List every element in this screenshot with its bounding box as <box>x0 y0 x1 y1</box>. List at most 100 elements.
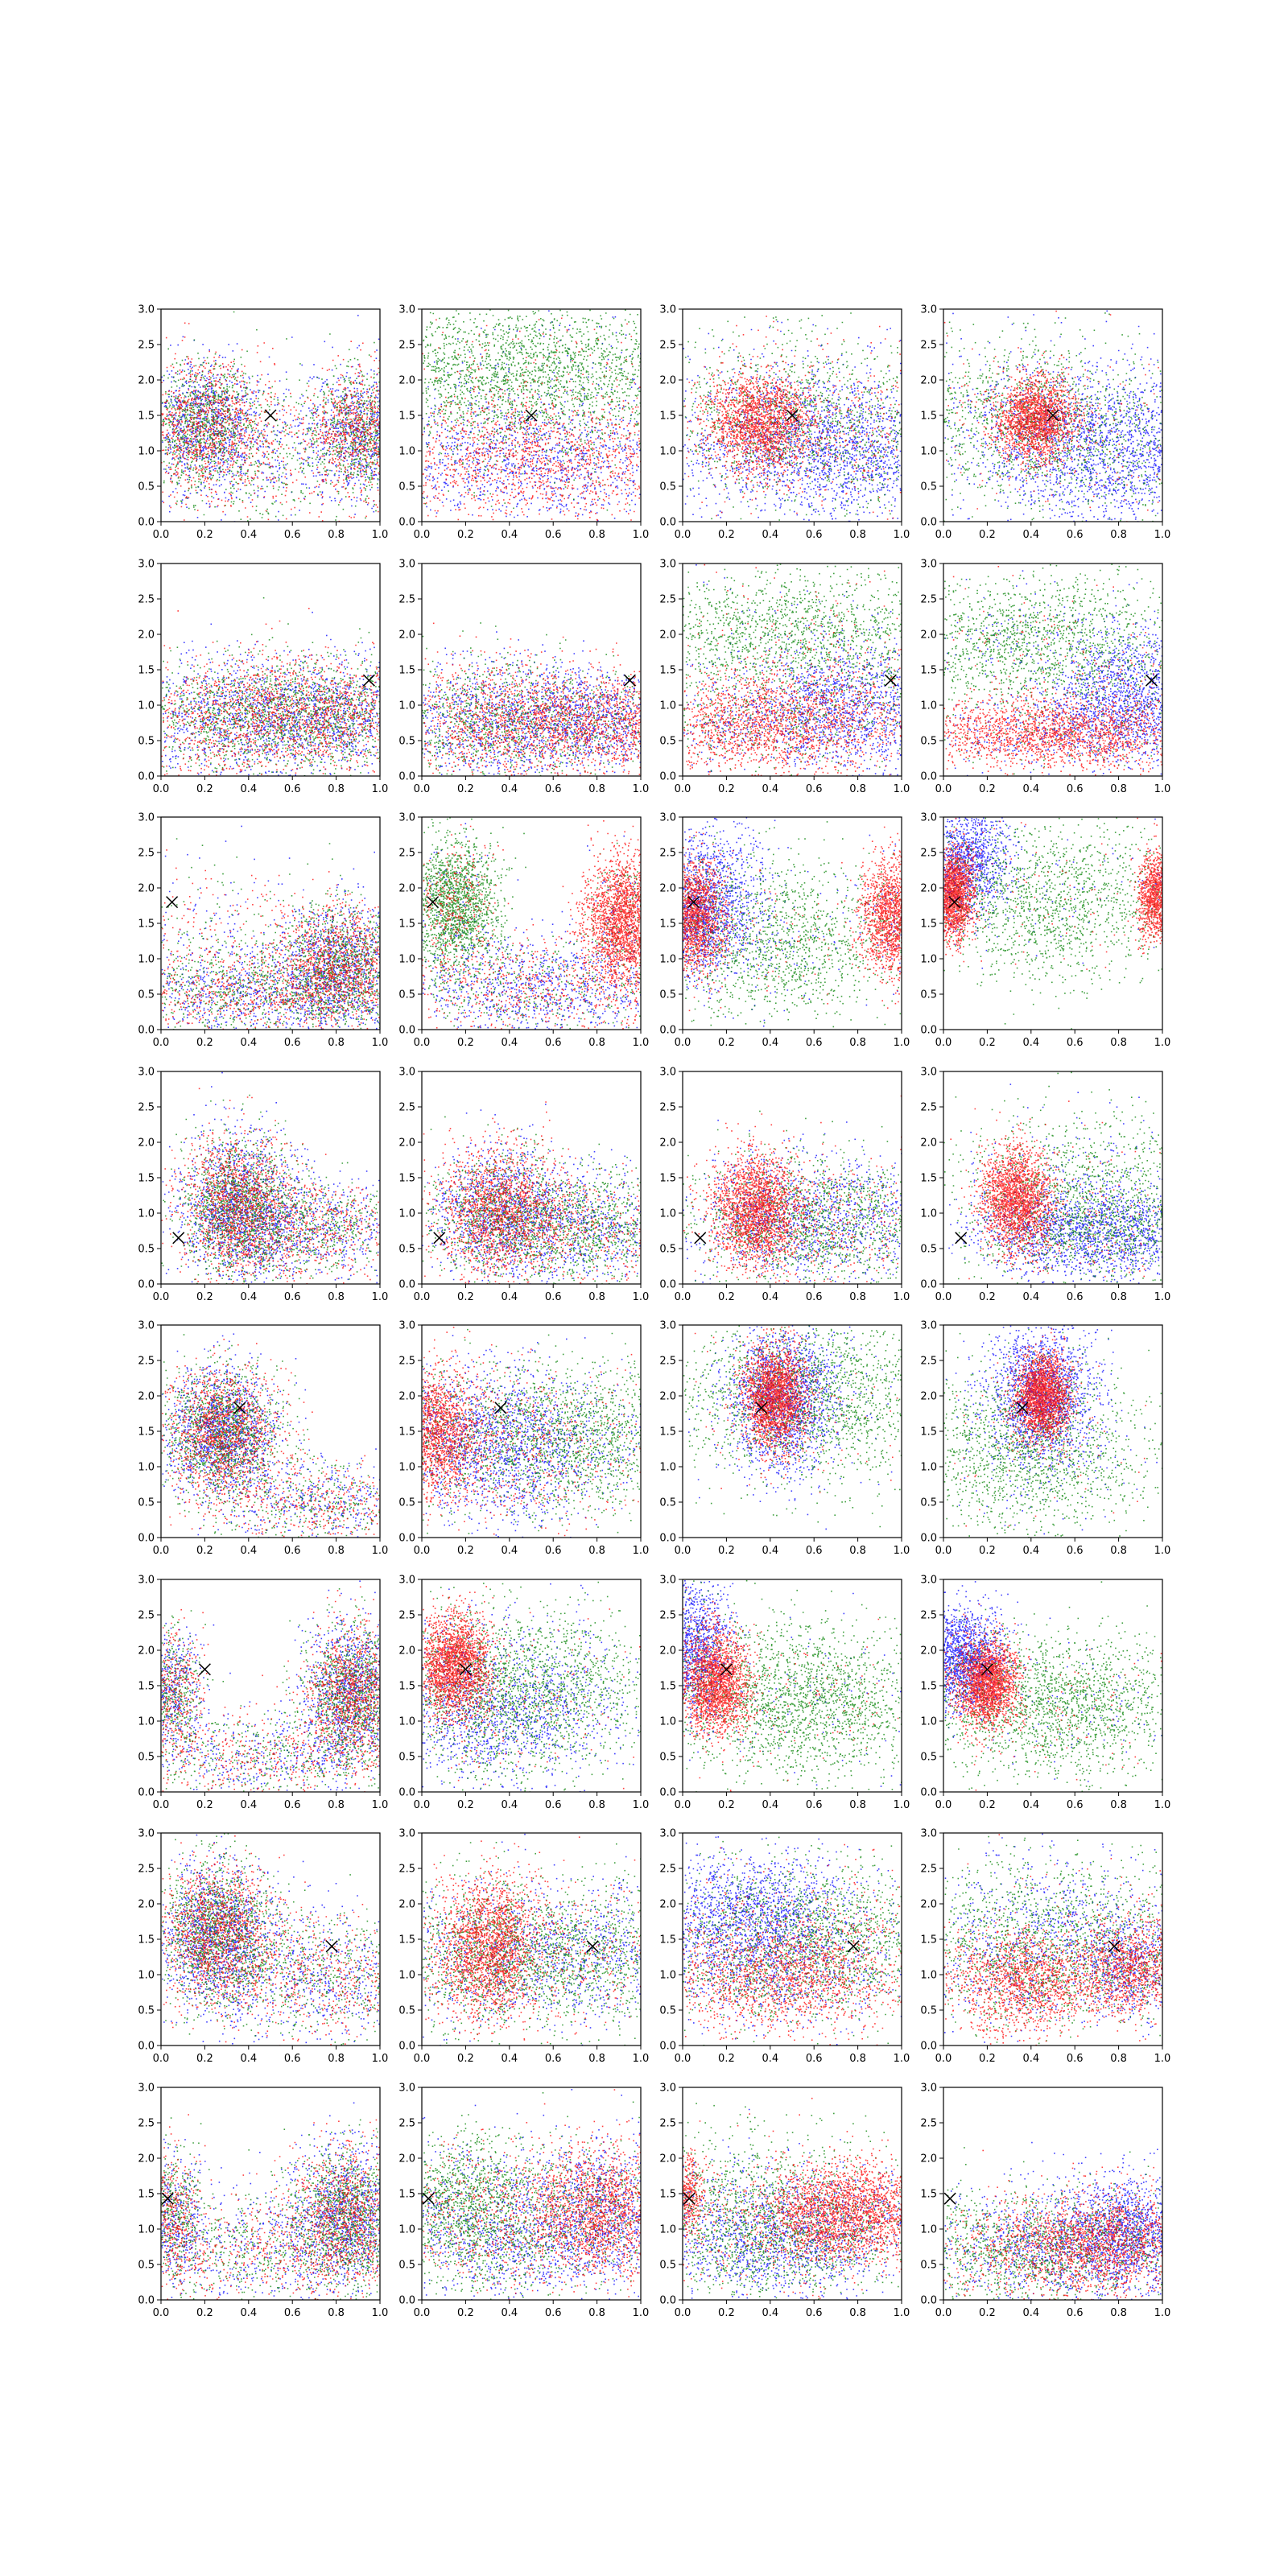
y-tick-label: 0.5 <box>659 736 676 748</box>
y-tick-label: 2.0 <box>398 1645 415 1657</box>
x-tick-label: 0.8 <box>1110 2053 1127 2065</box>
x-tick-label: 0.6 <box>284 1291 301 1303</box>
x-tick-label: 0.6 <box>806 1037 823 1049</box>
x-tick-label: 0.4 <box>1022 1037 1039 1049</box>
x-tick-label: 0.8 <box>1110 2307 1127 2319</box>
y-tick-label: 0.5 <box>920 481 937 493</box>
y-tick-label: 1.0 <box>398 1970 415 1982</box>
x-tick-label: 0.0 <box>414 2053 431 2065</box>
x-tick-label: 1.0 <box>372 529 389 541</box>
y-tick-label: 0.5 <box>398 989 415 1001</box>
y-tick-label: 1.5 <box>398 2189 415 2201</box>
x-tick-label: 0.0 <box>675 2307 691 2319</box>
x-tick-label: 1.0 <box>1154 2307 1171 2319</box>
y-tick-label: 2.0 <box>659 630 676 642</box>
y-tick-label: 2.0 <box>138 1137 155 1150</box>
x-tick-label: 1.0 <box>372 1037 389 1049</box>
x-tick-label: 0.4 <box>501 1799 518 1811</box>
y-tick-label: 0.5 <box>659 2260 676 2272</box>
y-tick-label: 0.0 <box>398 1533 415 1545</box>
y-tick-label: 2.0 <box>398 1899 415 1911</box>
x-tick-label: 0.8 <box>328 1037 345 1049</box>
y-tick-label: 3.0 <box>138 559 155 571</box>
x-tick-label: 1.0 <box>894 2053 910 2065</box>
y-tick-label: 0.0 <box>920 517 937 529</box>
y-tick-label: 1.0 <box>659 700 676 712</box>
x-tick-label: 0.6 <box>1067 1799 1084 1811</box>
x-tick-label: 0.6 <box>545 1291 562 1303</box>
y-tick-label: 3.0 <box>398 1575 415 1587</box>
y-tick-label: 0.5 <box>659 2005 676 2017</box>
x-tick-label: 0.6 <box>284 1037 301 1049</box>
y-tick-label: 0.5 <box>920 1244 937 1256</box>
y-tick-label: 2.0 <box>138 1899 155 1911</box>
y-tick-label: 0.0 <box>138 1279 155 1291</box>
y-tick-label: 2.5 <box>659 1864 676 1876</box>
y-tick-label: 0.5 <box>920 2005 937 2017</box>
y-tick-label: 0.0 <box>920 771 937 783</box>
x-tick-label: 0.0 <box>935 783 952 795</box>
y-tick-label: 3.0 <box>920 1575 937 1587</box>
x-tick-label: 1.0 <box>633 2307 650 2319</box>
y-tick-label: 0.0 <box>138 771 155 783</box>
y-tick-label: 1.0 <box>398 1208 415 1220</box>
y-tick-label: 3.0 <box>398 1320 415 1332</box>
y-tick-label: 3.0 <box>659 559 676 571</box>
y-tick-label: 2.0 <box>398 1391 415 1403</box>
y-tick-label: 2.5 <box>659 594 676 606</box>
y-tick-label: 2.0 <box>920 883 937 895</box>
y-tick-label: 0.5 <box>138 2005 155 2017</box>
y-tick-label: 0.5 <box>920 1497 937 1509</box>
x-tick-label: 0.4 <box>240 1799 257 1811</box>
x-tick-label: 0.0 <box>153 1291 170 1303</box>
y-tick-label: 2.0 <box>659 2153 676 2165</box>
y-tick-label: 3.0 <box>138 1575 155 1587</box>
x-tick-label: 0.6 <box>806 1291 823 1303</box>
y-tick-label: 0.0 <box>659 2041 676 2053</box>
x-tick-label: 0.2 <box>457 1545 474 1557</box>
y-tick-label: 2.0 <box>920 1137 937 1150</box>
x-tick-label: 0.0 <box>675 1291 691 1303</box>
x-tick-label: 0.2 <box>979 1799 996 1811</box>
y-tick-label: 1.5 <box>138 1426 155 1439</box>
x-tick-label: 1.0 <box>894 1545 910 1557</box>
y-tick-label: 0.0 <box>659 2295 676 2307</box>
x-tick-label: 0.0 <box>935 529 952 541</box>
x-tick-label: 0.6 <box>1067 783 1084 795</box>
x-tick-label: 0.4 <box>501 529 518 541</box>
x-tick-label: 0.4 <box>762 2307 778 2319</box>
x-tick-label: 0.8 <box>1110 1799 1127 1811</box>
x-tick-label: 0.2 <box>718 2307 735 2319</box>
x-tick-label: 0.0 <box>153 1037 170 1049</box>
y-tick-label: 3.0 <box>398 2083 415 2095</box>
x-tick-label: 0.4 <box>762 2053 778 2065</box>
y-tick-label: 1.5 <box>920 1681 937 1693</box>
x-tick-label: 1.0 <box>372 1799 389 1811</box>
y-tick-label: 0.5 <box>920 2260 937 2272</box>
y-tick-label: 0.0 <box>398 1025 415 1037</box>
y-tick-label: 3.0 <box>920 559 937 571</box>
y-tick-label: 1.0 <box>920 1208 937 1220</box>
y-tick-label: 2.0 <box>138 630 155 642</box>
y-tick-label: 1.5 <box>138 1681 155 1693</box>
x-tick-label: 0.2 <box>457 2053 474 2065</box>
x-tick-label: 0.0 <box>935 2053 952 2065</box>
x-tick-label: 1.0 <box>1154 1545 1171 1557</box>
y-tick-label: 1.0 <box>920 954 937 966</box>
x-tick-label: 0.8 <box>588 1545 605 1557</box>
x-tick-label: 0.0 <box>414 1037 431 1049</box>
y-tick-label: 1.0 <box>398 700 415 712</box>
x-tick-label: 0.0 <box>935 1291 952 1303</box>
y-tick-label: 1.5 <box>659 411 676 423</box>
y-tick-label: 1.5 <box>659 919 676 931</box>
y-tick-label: 1.5 <box>398 665 415 677</box>
y-tick-label: 2.5 <box>920 848 937 860</box>
y-tick-label: 0.0 <box>659 1025 676 1037</box>
y-tick-label: 1.5 <box>138 665 155 677</box>
x-tick-label: 0.2 <box>718 1037 735 1049</box>
y-tick-label: 2.5 <box>920 340 937 352</box>
x-tick-label: 0.2 <box>718 529 735 541</box>
x-tick-label: 1.0 <box>633 783 650 795</box>
x-tick-label: 0.0 <box>935 1799 952 1811</box>
x-tick-label: 1.0 <box>1154 529 1171 541</box>
